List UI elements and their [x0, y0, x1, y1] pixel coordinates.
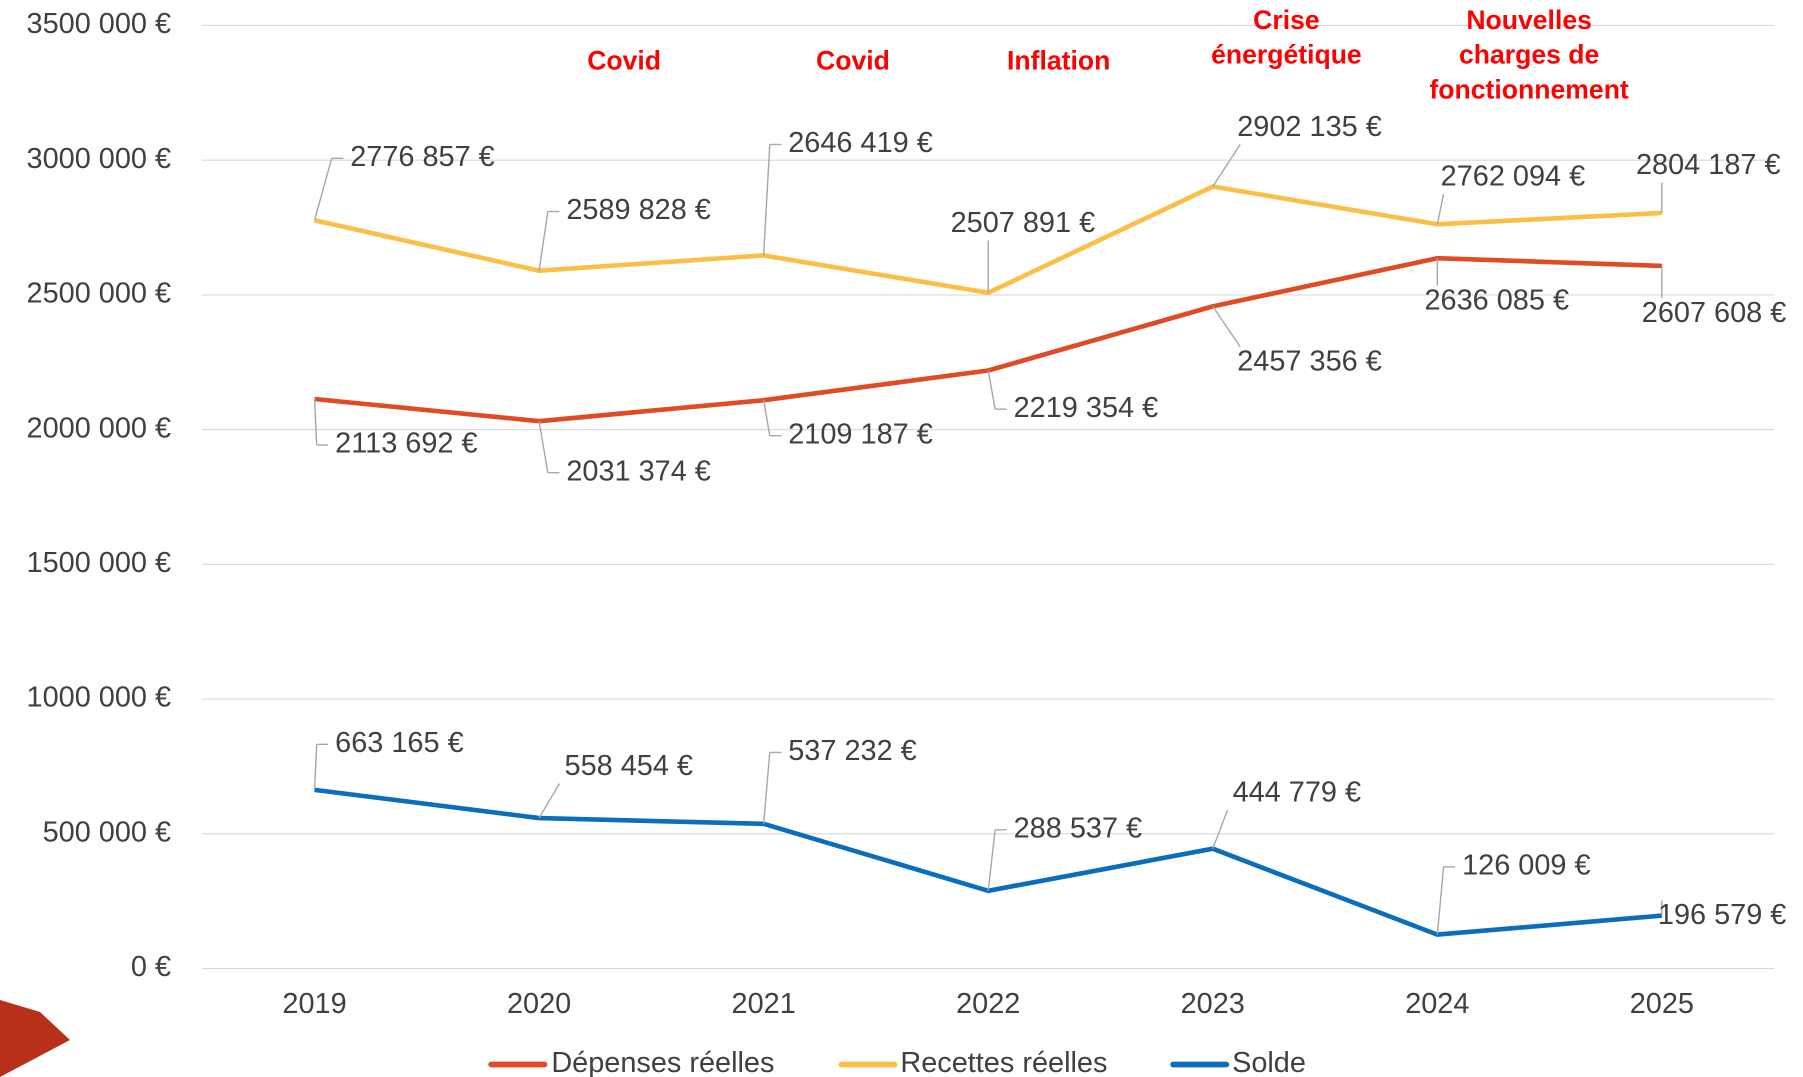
data-label: 663 165 €	[335, 727, 463, 759]
y-tick-label: 500 000 €	[43, 816, 171, 848]
y-tick-label: 1500 000 €	[27, 547, 172, 579]
plot-area: 0 € 500 000 € 1000 000 € 1500 000 € 2000 000…	[27, 5, 1787, 1077]
leader-line	[538, 211, 549, 271]
leader-line	[762, 400, 771, 436]
leader-line	[313, 158, 333, 221]
leader-line	[762, 752, 771, 824]
y-tick-label: 3500 000 €	[27, 8, 172, 40]
data-label: 2646 419 €	[788, 127, 933, 159]
x-tick-label: 2022	[956, 988, 1020, 1020]
y-tick-label: 3000 000 €	[27, 143, 172, 175]
corner-decoration	[0, 1000, 70, 1077]
data-label: 288 537 €	[1014, 812, 1142, 844]
data-label: 2902 135 €	[1237, 111, 1382, 143]
annotation: Nouvelles charges de fonctionnement	[1429, 5, 1628, 104]
leader-line	[538, 783, 561, 819]
y-tick-label: 2500 000 €	[27, 278, 172, 310]
leader-line	[313, 398, 318, 446]
annotation: Crise énergétique	[1211, 5, 1362, 70]
annotation: Covid	[816, 45, 890, 75]
data-label: 2804 187 €	[1636, 149, 1781, 181]
data-label: 2457 356 €	[1237, 346, 1382, 378]
data-label: 2507 891 €	[951, 207, 1096, 239]
data-label: 2109 187 €	[788, 418, 933, 450]
x-tick-label: 2023	[1181, 988, 1245, 1020]
x-tick-label: 2025	[1630, 988, 1694, 1020]
legend-label: Dépenses réelles	[551, 1047, 774, 1077]
data-label: 2636 085 €	[1424, 284, 1569, 316]
x-tick-label: 2019	[282, 988, 346, 1020]
x-tick-label: 2024	[1405, 988, 1469, 1020]
data-label: 537 232 €	[788, 735, 916, 767]
legend-label: Solde	[1232, 1047, 1306, 1077]
leader-line	[1212, 144, 1241, 187]
leader-line	[987, 370, 996, 410]
x-tick-label: 2020	[507, 988, 571, 1020]
data-label: 2219 354 €	[1014, 392, 1159, 424]
leader-line	[1436, 194, 1445, 225]
data-label: 444 779 €	[1233, 777, 1361, 809]
y-tick-label: 1000 000 €	[27, 682, 172, 714]
data-label: 2113 692 €	[335, 428, 477, 460]
data-label: 126 009 €	[1462, 849, 1590, 881]
series-line	[314, 787, 1663, 937]
x-tick-label: 2021	[732, 988, 796, 1020]
leader-line	[1436, 866, 1445, 935]
y-tick-label: 2000 000 €	[27, 412, 172, 444]
data-label: 2031 374 €	[566, 455, 711, 487]
leader-line	[762, 144, 771, 256]
leader-line	[1212, 809, 1229, 849]
data-label: 558 454 €	[565, 750, 693, 782]
data-label: 2762 094 €	[1441, 161, 1586, 193]
y-tick-label: 0 €	[131, 951, 171, 983]
data-label: 196 579 €	[1658, 899, 1786, 931]
leader-line	[1212, 305, 1241, 348]
data-label: 2589 828 €	[566, 194, 711, 226]
annotation: Inflation	[1007, 45, 1110, 75]
legend-label: Recettes réelles	[900, 1047, 1107, 1077]
leader-line	[313, 744, 318, 790]
annotation: Covid	[587, 45, 661, 75]
data-label: 2607 608 €	[1642, 297, 1787, 329]
leader-line	[987, 829, 996, 891]
data-label: 2776 857 €	[350, 141, 495, 173]
leader-line	[538, 421, 549, 473]
